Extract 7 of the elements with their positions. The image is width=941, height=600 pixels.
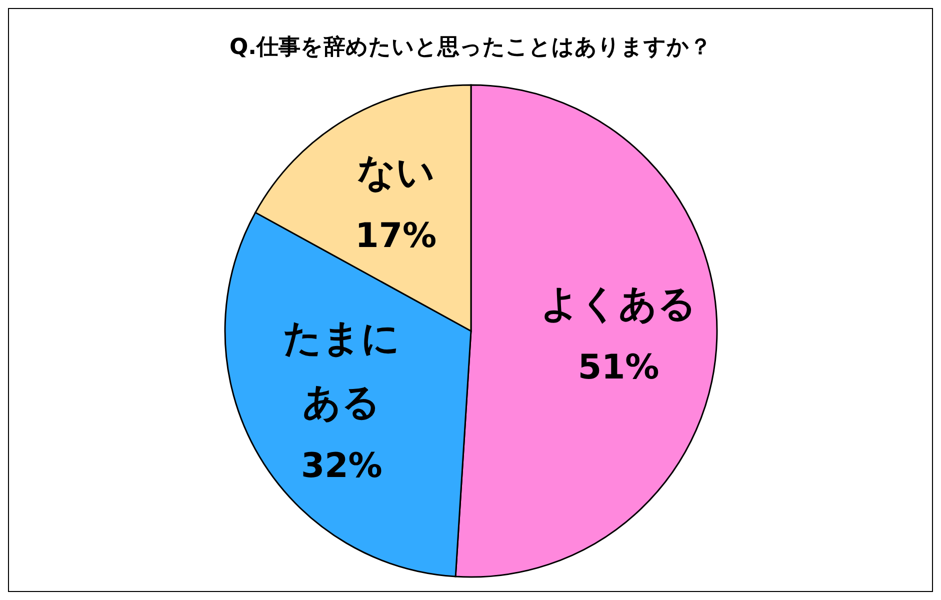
data-label: 51% [578, 348, 660, 388]
slice-label: たまにある [283, 316, 400, 424]
data-label: 32% [300, 446, 382, 486]
slice-label: よくある [540, 282, 697, 326]
data-label: 17% [355, 216, 437, 256]
slice-label: ない [356, 150, 435, 194]
chart-title: Q.仕事を辞めたいと思ったことはありますか？ [229, 34, 712, 60]
